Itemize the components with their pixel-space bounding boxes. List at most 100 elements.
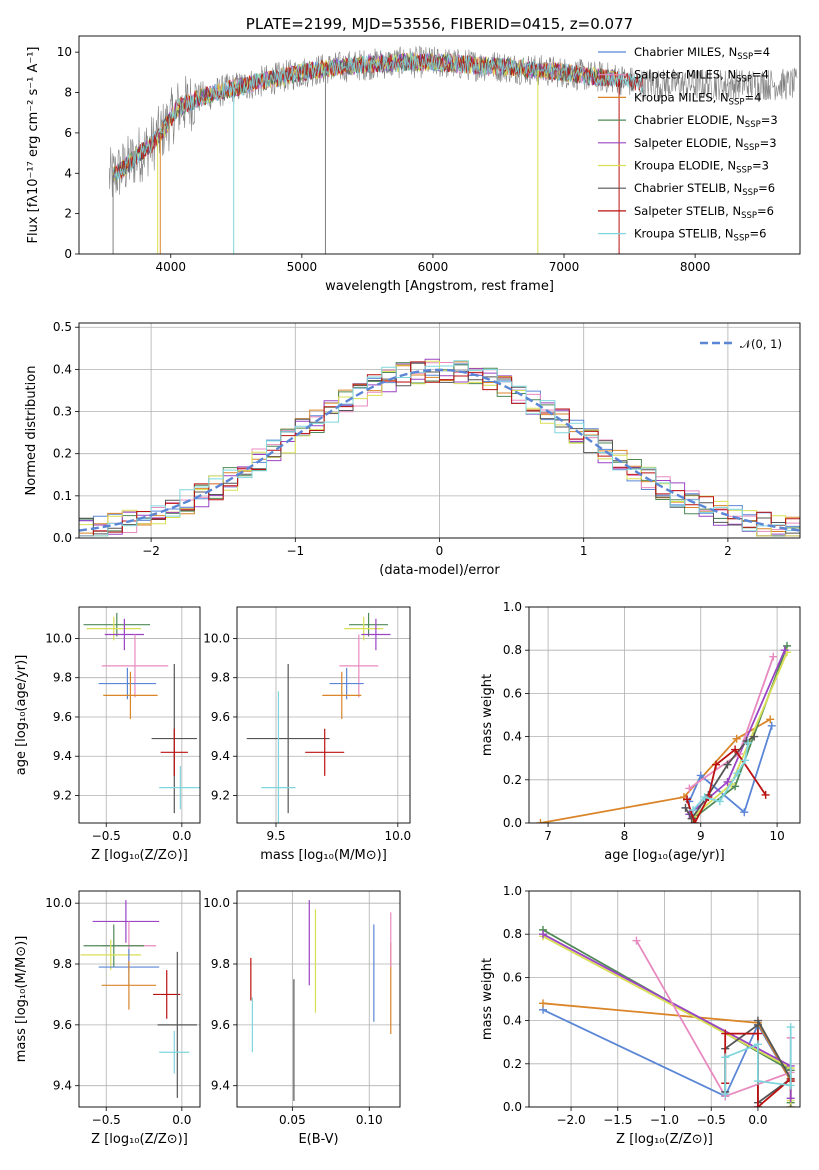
- legend-name: Chabrier ELODIE, N: [634, 113, 745, 127]
- panel-mass-vs-z: −0.5 0.0 9.4 9.6 9.8 10.0 Z [log₁₀(Z/Z⊙)] mass …: [14, 890, 201, 1147]
- weight-line: [686, 748, 767, 823]
- x-axis-label: Z [log₁₀(Z/Z⊙)]: [91, 848, 188, 863]
- x-axis-label: E(B-V): [298, 1132, 338, 1147]
- weight-line: [542, 933, 792, 1099]
- errorbar-point-5: [101, 960, 157, 1010]
- x-tick-label: −0.5: [697, 1113, 726, 1127]
- weight-marker: [753, 1103, 762, 1107]
- errorbar-point-7: [157, 951, 197, 1098]
- errorbar-point-1: [344, 616, 384, 641]
- panel-age-vs-mass: 9.5 10.0 9.2 9.4 9.6 9.8 10.0 mass [log₁₀(M/M⊙)…: [203, 606, 411, 863]
- weight-series-8: [721, 1023, 795, 1099]
- y-axis-label: mass weight: [480, 674, 495, 756]
- y-axis-label: mass weight: [480, 958, 495, 1040]
- x-tick-label: 8: [621, 829, 629, 843]
- weight-marker: [766, 715, 775, 724]
- x-tick-label: 0: [436, 544, 444, 558]
- x-tick-label: −2: [142, 544, 160, 558]
- x-tick-label: −2.0: [556, 1113, 585, 1127]
- panel-mass-weight-vs-z: −2.0 −1.5 −1.0 −0.5 0.0 0.0 0.2 0.4 0.6 0.8 1.0 Z […: [480, 884, 801, 1147]
- errorbar-point-6: [153, 970, 181, 1019]
- x-tick-label: 1: [580, 544, 588, 558]
- errorbar-point-8: [261, 691, 296, 823]
- legend-subscript: SSP: [734, 234, 750, 244]
- legend-suffix: =4: [752, 68, 769, 82]
- weight-series-1: [685, 721, 776, 817]
- weight-marker: [761, 790, 770, 799]
- y-tick-label: 0.2: [503, 773, 522, 787]
- y-tick-label: 10: [57, 45, 72, 59]
- x-axis-label: Z [log₁₀(Z/Z⊙)]: [616, 1132, 713, 1147]
- weight-marker: [740, 808, 749, 817]
- weight-marker: [721, 1029, 730, 1038]
- spectrum-plot-area: [108, 45, 798, 254]
- y-tick-label: 0.0: [503, 1100, 522, 1114]
- y-tick-label: 0.3: [53, 405, 72, 419]
- mass-vs-z-plot-area: [80, 900, 197, 1098]
- weight-line: [688, 725, 773, 814]
- weight-marker: [723, 760, 732, 769]
- legend-label-6: Chabrier STELIB, NSSP=6: [634, 181, 775, 198]
- errorbar-point-2: [104, 618, 145, 651]
- y-tick-label: 9.6: [53, 710, 72, 724]
- weight-marker: [539, 999, 548, 1008]
- x-tick-label: −1.0: [650, 1113, 679, 1127]
- legend-suffix: =4: [753, 45, 770, 59]
- y-tick-label: 9.8: [211, 671, 230, 685]
- weight-marker: [723, 777, 732, 786]
- legend-label-5: Kroupa ELODIE, NSSP=3: [634, 159, 769, 176]
- errorbar-point-2: [83, 924, 145, 968]
- y-tick-label: 0.2: [53, 447, 72, 461]
- model-line-8: [112, 52, 644, 181]
- y-tick-label: 9.4: [211, 1079, 230, 1093]
- y-tick-label: 0.0: [503, 816, 522, 830]
- y-tick-label: 0.6: [503, 970, 522, 984]
- y-tick-label: 4: [64, 166, 72, 180]
- y-tick-label: 0.4: [503, 730, 522, 744]
- y-tick-label: 9.2: [53, 789, 72, 803]
- errorbar-point-7: [160, 728, 188, 776]
- axes-frame: [78, 322, 801, 539]
- weight-marker: [696, 771, 705, 780]
- weight-marker: [733, 769, 742, 778]
- axes-frame: [78, 35, 801, 255]
- legend-label-1: Salpeter MILES, NSSP=4: [634, 68, 769, 85]
- weight-line: [542, 935, 792, 1101]
- x-tick-label: 8000: [680, 260, 711, 274]
- mass-weight-vs-age-plot-area: [536, 641, 792, 823]
- legend-name: Salpeter STELIB, N: [634, 204, 741, 218]
- errorbar-point-7: [305, 728, 345, 776]
- normal-curve: [79, 368, 800, 532]
- x-axis-label: age [log₁₀(age/yr)]: [604, 848, 725, 863]
- weight-marker: [539, 930, 548, 939]
- x-tick-label: 0.0: [748, 1113, 767, 1127]
- y-tick-label: 10.0: [45, 896, 72, 910]
- x-axis-label: wavelength [Angstrom, rest frame]: [325, 279, 554, 294]
- weight-marker: [715, 797, 724, 806]
- y-tick-label: 9.4: [211, 749, 230, 763]
- legend-suffix: =3: [760, 136, 777, 150]
- histogram-plot-area: [79, 358, 800, 537]
- y-tick-label: 9.4: [53, 1079, 72, 1093]
- panel-mass-weight-vs-age: 7 8 9 10 0.0 0.2 0.4 0.6 0.8 1.0 age [log₁₀(age/yr…: [480, 600, 801, 863]
- weight-marker: [732, 734, 741, 743]
- x-tick-label: 9.5: [266, 829, 285, 843]
- errorbar-point-0: [349, 612, 389, 637]
- y-tick-label: 6: [64, 126, 72, 140]
- y-tick-label: 1.0: [503, 600, 522, 614]
- weight-marker: [767, 721, 776, 730]
- errorbar-point-6: [246, 663, 330, 814]
- y-axis-label: age [log₁₀(age/yr)]: [14, 655, 29, 776]
- errorbar-point-4: [98, 667, 157, 700]
- y-tick-label: 0.6: [503, 686, 522, 700]
- x-tick-label: 10.0: [384, 829, 411, 843]
- legend-name: Salpeter MILES, N: [634, 68, 736, 82]
- legend-label-0: Chabrier MILES, NSSP=4: [634, 45, 770, 62]
- weight-marker: [769, 652, 778, 661]
- y-tick-label: 0.4: [53, 362, 72, 376]
- weight-series-3: [539, 932, 795, 1105]
- legend-suffix: =3: [752, 159, 769, 173]
- x-tick-label: 7000: [549, 260, 580, 274]
- y-tick-label: 9.6: [211, 710, 230, 724]
- weight-series-8: [689, 739, 753, 815]
